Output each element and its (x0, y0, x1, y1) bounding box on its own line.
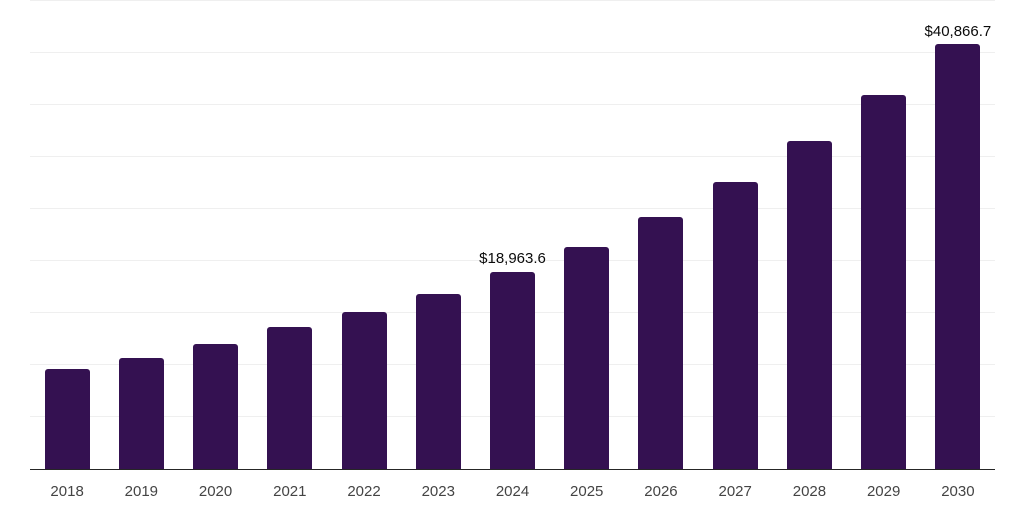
x-tick-label-2022: 2022 (347, 483, 381, 500)
x-axis-line (30, 469, 995, 470)
x-tick-label-2020: 2020 (198, 483, 233, 500)
gridline (30, 104, 995, 105)
bar-2029 (861, 94, 907, 469)
bar-2019 (118, 357, 164, 469)
x-tick-label-2029: 2029 (866, 483, 901, 500)
x-axis-tick-labels: 2018 2019 2020 2021 2022 2023 2024 2025 2026 2027… (30, 483, 995, 504)
x-tick-label-2019: 2019 (124, 483, 159, 500)
gridline (30, 208, 995, 209)
gridline (30, 156, 995, 157)
bar-2026 (638, 217, 684, 469)
gridline (30, 260, 995, 261)
x-tick-label-2028: 2028 (792, 483, 827, 500)
gridline (30, 0, 995, 1)
gridline (30, 52, 995, 53)
bar-2022 (341, 311, 387, 469)
value-label-2030: $40,866.7 (924, 22, 992, 40)
x-tick-label-2021: 2021 (273, 483, 307, 500)
x-tick-label-2018: 2018 (50, 483, 84, 500)
bar-2023 (415, 293, 461, 469)
bar-2028 (786, 140, 832, 469)
x-tick-label-2023: 2023 (421, 483, 455, 500)
bar-2021 (267, 327, 313, 469)
x-tick-label-2030: 2030 (941, 483, 975, 500)
bar-2030 (935, 44, 981, 469)
bar-2020 (193, 343, 239, 469)
x-tick-label-2026: 2026 (644, 483, 678, 500)
plot-area: $18,963.6 $40,866.7 (30, 0, 995, 470)
x-tick-label-2027: 2027 (718, 483, 752, 500)
bar-2018 (44, 368, 90, 469)
bar-2024 (490, 271, 535, 469)
bar-2027 (712, 182, 758, 469)
bar-2025 (564, 247, 610, 469)
value-label-2024: $18,963.6 (479, 250, 546, 268)
x-tick-label-2025: 2025 (570, 483, 604, 500)
x-tick-label-2024: 2024 (495, 483, 530, 500)
